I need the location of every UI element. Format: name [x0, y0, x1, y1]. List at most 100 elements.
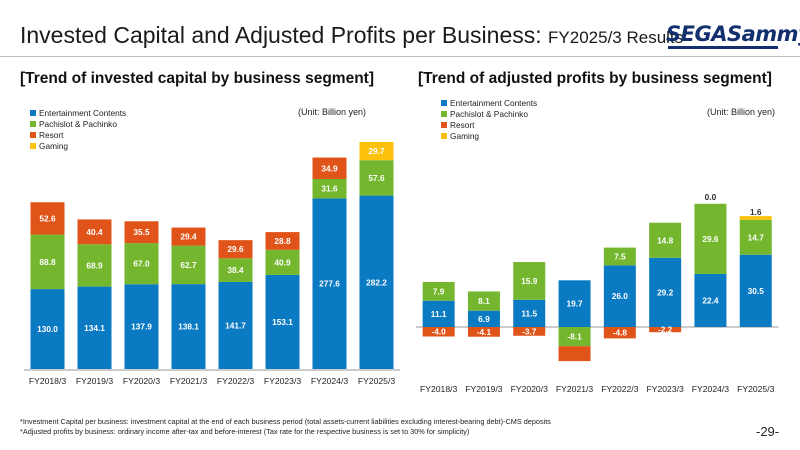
data-label-pachislot-1: 68.9: [86, 260, 103, 270]
data-label-pachislot-5: 40.9: [274, 257, 291, 267]
unit-label: (Unit: Billion yen): [707, 107, 775, 117]
segasammy-logo: SEGASammy: [666, 22, 800, 46]
data-label-entertainment-7: 30.5: [748, 286, 765, 296]
bar-resort-4: [218, 240, 253, 259]
legend-label-gaming: Gaming: [39, 141, 68, 151]
data-label-entertainment-4: 26.0: [612, 291, 629, 301]
data-label-resort-3: -6.3: [567, 361, 582, 371]
legend-swatch-pachislot: [441, 111, 447, 117]
data-label-entertainment-7: 282.2: [366, 277, 387, 287]
x-tick-label-4: FY2022/3: [601, 384, 638, 394]
data-label-entertainment-0: 130.0: [37, 324, 58, 334]
data-label-entertainment-5: 29.2: [657, 287, 674, 297]
data-label-pachislot-7: 14.7: [748, 232, 765, 242]
legend-label-resort: Resort: [39, 130, 64, 140]
data-label-resort-5: 28.8: [274, 236, 291, 246]
bar-resort-1: [77, 219, 112, 245]
bar-resort-2: [513, 327, 546, 336]
bar-pachislot-3: [558, 327, 591, 347]
bar-pachislot-1: [467, 291, 500, 311]
title-main: Invested Capital and Adjusted Profits pe…: [20, 22, 542, 48]
bar-pachislot-2: [124, 243, 159, 285]
bar-resort-6: [312, 157, 347, 179]
bar-resort-3: [558, 346, 591, 362]
x-tick-label-5: FY2023/3: [264, 376, 301, 386]
data-label-pachislot-3: -8.1: [567, 332, 582, 342]
data-label-pachislot-6: 31.6: [321, 184, 338, 194]
legend-swatch-resort: [30, 132, 36, 138]
data-label-pachislot-4: 38.4: [227, 265, 244, 275]
logo-underline: [668, 46, 778, 49]
data-label-entertainment-6: 277.6: [319, 279, 340, 289]
bar-entertainment-7: [359, 195, 394, 369]
bar-pachislot-4: [218, 258, 253, 282]
right-chart-heading: [Trend of adjusted profits by business s…: [418, 70, 772, 87]
data-label-resort-1: 40.4: [86, 227, 103, 237]
data-label-resort-6: 34.9: [321, 163, 338, 173]
bar-pachislot-0: [422, 281, 455, 301]
x-tick-label-2: FY2020/3: [123, 376, 160, 386]
data-label-gaming-7: 1.6: [750, 207, 762, 217]
data-label-entertainment-1: 134.1: [84, 323, 105, 333]
bar-entertainment-4: [603, 265, 636, 327]
page-title: Invested Capital and Adjusted Profits pe…: [20, 22, 683, 49]
legend-swatch-gaming: [441, 133, 447, 139]
data-label-pachislot-7: 57.6: [368, 173, 385, 183]
legend-swatch-entertainment: [30, 110, 36, 116]
x-tick-label-3: FY2021/3: [556, 384, 593, 394]
bar-entertainment-0: [30, 289, 65, 369]
bar-entertainment-1: [77, 286, 112, 369]
bar-resort-4: [603, 327, 636, 339]
data-label-resort-0: 52.6: [39, 213, 56, 223]
left-chart-heading: [Trend of invested capital by business s…: [20, 70, 375, 87]
legend-label-pachislot: Pachislot & Pachinko: [450, 109, 528, 119]
bar-pachislot-5: [649, 222, 682, 258]
bar-entertainment-6: [312, 198, 347, 369]
footnotes: *Investment Capital per business: invest…: [20, 417, 551, 437]
bar-entertainment-4: [218, 281, 253, 369]
legend-label-pachislot: Pachislot & Pachinko: [39, 119, 117, 129]
bar-pachislot-6: [312, 178, 347, 199]
data-label-entertainment-3: 19.7: [566, 299, 583, 309]
bar-entertainment-5: [649, 257, 682, 327]
data-label-resort-5: -2.2: [658, 325, 673, 335]
bar-pachislot-6: [694, 203, 727, 274]
data-label-resort-6: 0.0: [705, 192, 717, 202]
bar-resort-0: [30, 202, 65, 235]
data-label-entertainment-5: 153.1: [272, 317, 293, 327]
footnote-investment-capital: *Investment Capital per business: invest…: [20, 417, 551, 426]
data-label-resort-1: -4.1: [477, 327, 492, 337]
data-label-entertainment-4: 141.7: [225, 320, 246, 330]
x-tick-label-1: FY2019/3: [465, 384, 502, 394]
data-label-entertainment-2: 11.5: [521, 308, 537, 318]
bar-entertainment-0: [422, 300, 455, 327]
x-tick-label-7: FY2025/3: [737, 384, 774, 394]
x-tick-label-0: FY2018/3: [420, 384, 457, 394]
legend-swatch-entertainment: [441, 100, 447, 106]
data-label-entertainment-3: 138.1: [178, 322, 199, 332]
data-label-pachislot-2: 67.0: [133, 259, 150, 269]
data-label-entertainment-2: 137.9: [131, 322, 152, 332]
bar-gaming-7: [739, 216, 772, 220]
data-label-pachislot-4: 7.5: [614, 251, 626, 261]
legend-label-gaming: Gaming: [450, 131, 479, 141]
bar-pachislot-3: [171, 245, 206, 285]
data-label-gaming-7: 29.7: [368, 146, 385, 156]
title-sub: FY2025/3 Results: [548, 28, 684, 47]
footnote-adjusted-profits: *Adjusted profits by business: ordinary …: [20, 427, 470, 436]
bar-gaming-7: [359, 141, 394, 161]
data-label-resort-4: -4.8: [613, 328, 628, 338]
data-label-pachislot-6: 29.6: [702, 234, 719, 244]
bar-resort-5: [649, 327, 682, 333]
x-tick-label-2: FY2020/3: [511, 384, 548, 394]
data-label-resort-0: -4.0: [432, 327, 447, 337]
data-label-pachislot-5: 14.8: [657, 235, 674, 245]
bar-resort-5: [265, 232, 300, 250]
x-tick-label-7: FY2025/3: [358, 376, 395, 386]
unit-label: (Unit: Billion yen): [298, 107, 366, 117]
data-label-resort-4: 29.6: [227, 244, 244, 254]
data-label-pachislot-0: 7.9: [433, 286, 445, 296]
bar-resort-3: [171, 227, 206, 246]
